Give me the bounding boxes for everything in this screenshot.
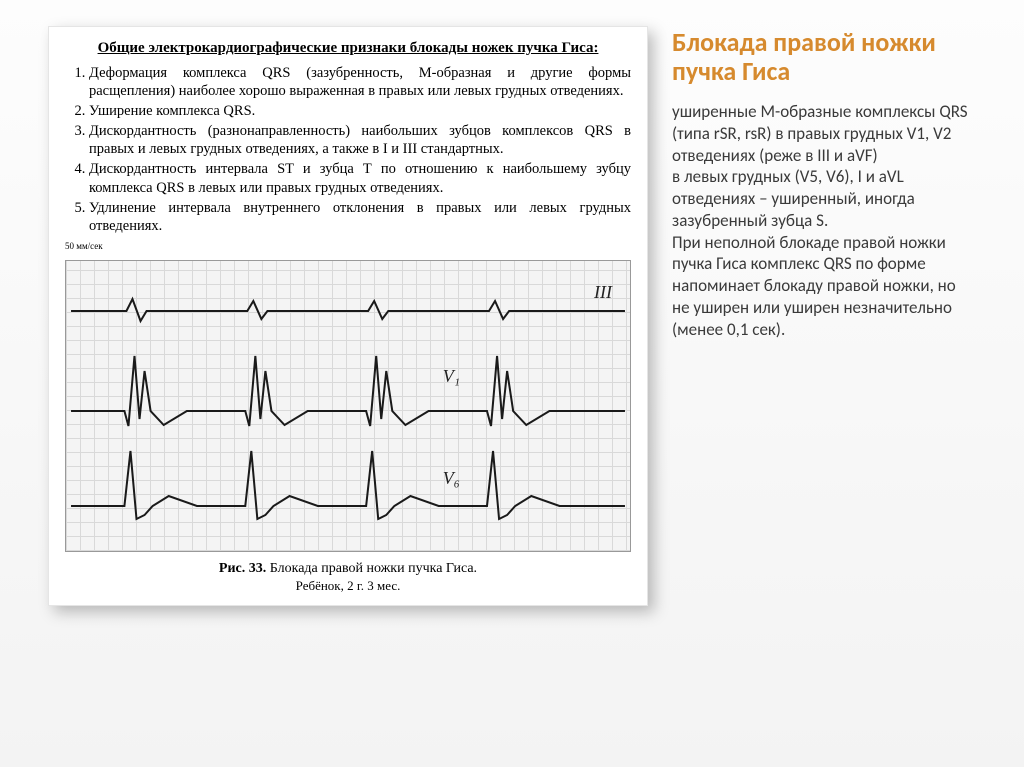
list-item: Удлинение интервала внутреннего отклонен… — [89, 199, 631, 235]
list-item: Дискордантность интервала ST и зубца Т п… — [89, 160, 631, 196]
body-text: уширенные М-образные комплексы QRS (типа… — [672, 101, 972, 340]
doc-list: Деформация комплекса QRS (зазубренность,… — [65, 64, 631, 235]
lead-label-iii: III — [594, 281, 612, 304]
content-row: Общие электрокардиографические признаки … — [0, 0, 1024, 616]
lead-label-v1: V₁ — [443, 365, 460, 388]
page-title: Блокада правой ножки пучка Гиса — [672, 28, 972, 85]
list-item: Уширение комплекса QRS. — [89, 102, 631, 120]
caption-text: Блокада правой ножки пучка Гиса. — [270, 561, 477, 576]
ecg-trace-iii — [71, 299, 625, 321]
ecg-chart: III V₁ V₆ — [65, 260, 631, 552]
list-item: Дискордантность (разнонаправленность) на… — [89, 122, 631, 158]
speed-label: 50 мм/сек — [65, 241, 631, 252]
ecg-trace-v6 — [71, 451, 625, 519]
document-excerpt: Общие электрокардиографические признаки … — [48, 26, 648, 606]
ecg-trace-v1 — [71, 356, 625, 426]
list-item: Деформация комплекса QRS (зазубренность,… — [89, 64, 631, 100]
right-column: Блокада правой ножки пучка Гиса уширенны… — [672, 26, 972, 340]
doc-heading: Общие электрокардиографические признаки … — [65, 39, 631, 58]
left-column: Общие электрокардиографические признаки … — [48, 26, 648, 606]
caption-sub: Ребёнок, 2 г. 3 мес. — [296, 578, 401, 593]
lead-label-v6: V₆ — [443, 467, 460, 490]
slide: Общие электрокардиографические признаки … — [0, 0, 1024, 767]
caption-fig-number: Рис. 33. — [219, 561, 266, 576]
ecg-svg — [66, 261, 630, 551]
figure-caption: Рис. 33. Блокада правой ножки пучка Гиса… — [65, 560, 631, 595]
